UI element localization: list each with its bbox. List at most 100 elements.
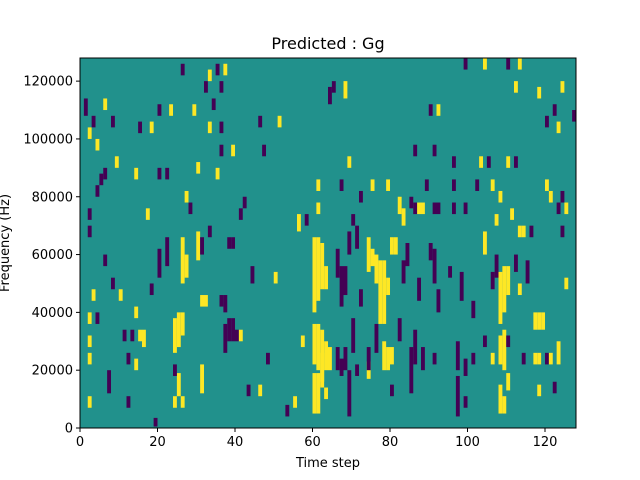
y-tick-label: 120000 (23, 75, 73, 90)
heatmap-cell-low (180, 63, 185, 76)
heatmap-cell-low (471, 352, 476, 365)
heatmap-cell-high (231, 144, 236, 157)
heatmap-cell-low (428, 243, 433, 261)
heatmap-cell-high (370, 248, 375, 267)
heatmap-cell-low (432, 144, 437, 157)
heatmap-cell-low (483, 335, 487, 348)
heatmap-cell-low (475, 179, 480, 191)
heatmap-cell-high (498, 384, 503, 414)
plot-area (80, 58, 576, 428)
heatmap-cell-low (165, 237, 170, 267)
heatmap-cell-high (184, 190, 189, 203)
heatmap-cell-high (300, 335, 305, 348)
heatmap-cell-low (572, 110, 577, 122)
heatmap-cell-low (424, 179, 429, 191)
heatmap-cell-low (560, 190, 565, 203)
heatmap-cell-high (312, 323, 317, 365)
heatmap-cell-high (196, 162, 201, 174)
heatmap-cell-low (87, 208, 92, 220)
heatmap-cell-low (304, 214, 309, 226)
heatmap-cell-low (153, 417, 158, 427)
y-tick-label: 60000 (32, 248, 73, 263)
heatmap-cell-high (180, 237, 185, 284)
x-tick-label: 80 (382, 435, 399, 450)
heatmap-cell-high (328, 347, 332, 371)
heatmap-cell-low (207, 225, 212, 238)
heatmap-cell-high (390, 237, 394, 255)
heatmap-cell-high (537, 312, 542, 330)
heatmap-cell-low (432, 202, 437, 215)
heatmap-cell-low (223, 323, 228, 353)
heatmap-cell-high (483, 58, 487, 70)
heatmap-cell-high (149, 121, 154, 134)
heatmap-cell-high (502, 266, 507, 313)
heatmap-cell-high (556, 121, 561, 134)
heatmap-cell-low (149, 283, 154, 296)
heatmap-cell-low (452, 202, 456, 215)
heatmap-cell-low (223, 295, 228, 313)
heatmap-cell-low (204, 81, 208, 93)
heatmap-cell-low (545, 352, 549, 365)
heatmap-cell-low (390, 384, 394, 397)
heatmap-cell-low (366, 347, 371, 371)
heatmap-cell-low (463, 396, 468, 408)
heatmap-cell-low (103, 254, 108, 267)
heatmap-cell-low (432, 248, 437, 284)
heatmap-cell-high (87, 127, 92, 139)
heatmap-cell-high (397, 196, 402, 215)
heatmap-cell-high (258, 384, 263, 397)
heatmap-cell-low (525, 260, 530, 284)
heatmap-cell-high (207, 121, 212, 134)
heatmap-cell-low (122, 329, 127, 342)
heatmap-cell-low (250, 266, 255, 284)
heatmap-cell-low (417, 277, 422, 301)
heatmap-cell-low (258, 115, 263, 128)
heatmap-cell-high (180, 312, 185, 336)
heatmap-cell-high (436, 104, 441, 116)
heatmap-cell-high (537, 384, 542, 397)
heatmap-cell-low (219, 144, 224, 157)
heatmap-cell-high (545, 179, 549, 191)
heatmap-cell-low (111, 115, 115, 128)
heatmap-cell-low (448, 266, 453, 278)
heatmap-cell-low (126, 396, 131, 408)
heatmap-cell-low (421, 347, 425, 371)
heatmap-cell-low (529, 225, 534, 238)
heatmap-cell-high (517, 283, 522, 296)
heatmap-cell-low (95, 312, 100, 324)
heatmap-cell-high (87, 335, 92, 348)
heatmap-cell-low (521, 352, 526, 365)
heatmap-cell-high (180, 396, 185, 408)
heatmap-cell-low (506, 58, 511, 70)
heatmap-cell-high (145, 208, 150, 220)
heatmap-cell-low (138, 121, 143, 134)
heatmap-cell-high (316, 202, 321, 215)
heatmap-cell-high (483, 231, 487, 255)
x-axis-ticks: 0 20 40 60 80 100 120 (76, 428, 557, 450)
heatmap-cell-high (91, 289, 96, 301)
heatmap-cell-low (343, 266, 348, 296)
heatmap-cell-low (351, 318, 356, 353)
heatmap-cell-low (87, 225, 92, 238)
heatmap-cell-low (374, 323, 379, 353)
heatmap-cell-high (176, 312, 181, 348)
y-tick-label: 40000 (32, 306, 73, 321)
heatmap-cell-low (471, 300, 476, 319)
heatmap-cell-low (486, 156, 491, 168)
heatmap-cell-low (514, 156, 518, 168)
heatmap-cell-low (514, 254, 518, 272)
heatmap-cell-high (273, 271, 278, 284)
heatmap-cell-low (266, 352, 270, 365)
heatmap-cell-low (552, 381, 557, 394)
heatmap-cell-low (157, 248, 162, 278)
heatmap-cell-high (184, 254, 189, 278)
heatmap-cell-low (463, 358, 468, 376)
heatmap-cell-high (556, 341, 561, 365)
heatmap-cell-low (409, 196, 414, 209)
heatmap-cell-low (231, 318, 236, 342)
heatmap-cell-low (452, 156, 456, 168)
y-tick-label: 80000 (32, 190, 73, 205)
heatmap-cell-high (378, 260, 383, 324)
heatmap-cell-low (463, 58, 468, 70)
heatmap-cell-low (409, 347, 414, 394)
